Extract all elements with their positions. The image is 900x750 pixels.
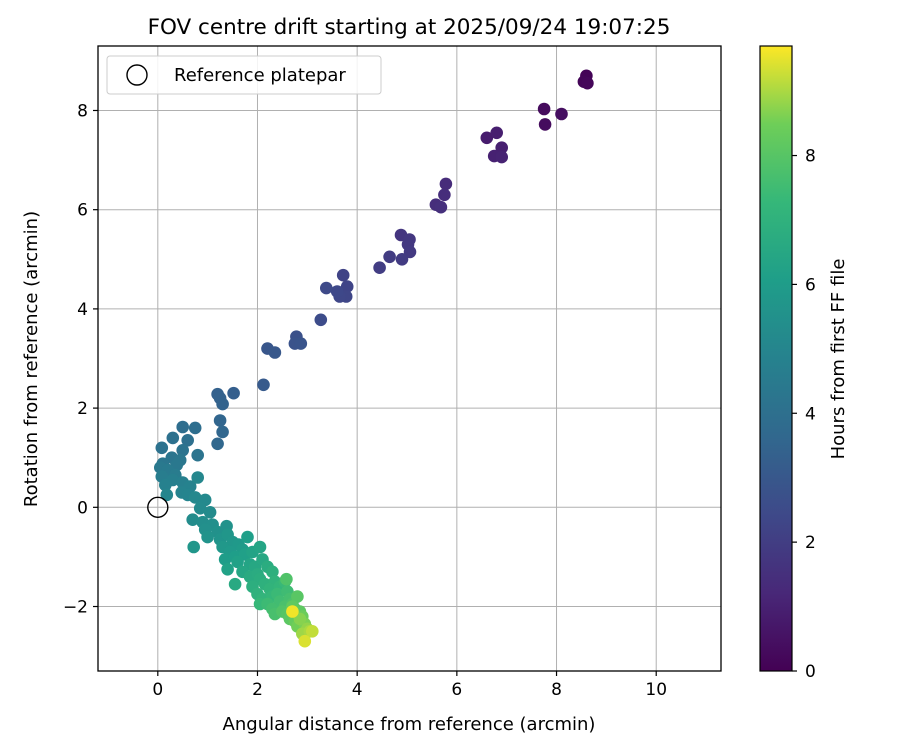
data-point (160, 488, 174, 502)
legend: Reference platepar (106, 55, 382, 95)
data-point (186, 513, 199, 526)
data-point (383, 250, 396, 264)
data-point (434, 200, 448, 214)
x-axis-label: Angular distance from reference (arcmin) (223, 714, 596, 735)
data-point (330, 285, 344, 298)
colorbar-tick-label: 8 (805, 147, 816, 167)
data-point (191, 448, 204, 462)
data-point (188, 421, 202, 435)
colorbar-tick-label: 6 (805, 275, 816, 295)
data-point (203, 506, 217, 519)
data-point (320, 281, 333, 295)
data-point (581, 76, 594, 90)
data-point (216, 397, 229, 411)
data-point (268, 346, 282, 359)
data-point (555, 107, 568, 121)
data-point (166, 431, 180, 445)
data-point (257, 378, 270, 392)
data-point (537, 102, 551, 116)
data-point (231, 555, 244, 569)
colorbar-tick-label: 4 (805, 404, 816, 424)
legend-entry-reference: Reference platepar (174, 65, 346, 86)
data-point (187, 540, 200, 554)
y-tick-label: 6 (77, 201, 88, 221)
legend-marker-icon (126, 64, 148, 86)
data-point (176, 444, 189, 457)
data-point (538, 118, 552, 131)
x-tick-label: 2 (252, 680, 263, 700)
data-point (439, 177, 453, 191)
data-point (241, 530, 254, 544)
x-tick-label: 6 (451, 680, 462, 700)
data-point (340, 280, 354, 293)
reference-marker-layer (147, 496, 169, 519)
data-point (490, 126, 504, 140)
y-tick-label: 0 (77, 498, 88, 518)
legend-box (106, 55, 382, 95)
data-point (201, 530, 214, 544)
data-point (216, 425, 229, 439)
scatter-points (154, 69, 594, 648)
y-tick-label: −2 (63, 598, 88, 618)
chart-title: FOV centre drift starting at 2025/09/24 … (148, 15, 671, 40)
data-point (280, 572, 293, 586)
data-point (227, 386, 240, 400)
data-point (294, 337, 308, 350)
reference-platepar-marker (147, 496, 169, 519)
data-point (228, 577, 242, 591)
data-point (221, 563, 234, 576)
y-axis-label: Rotation from reference (arcmin) (21, 211, 42, 507)
data-point (213, 414, 227, 427)
colorbar (759, 45, 793, 672)
data-point (403, 245, 417, 259)
colorbar-label: Hours from first FF file (828, 259, 849, 460)
data-point (159, 478, 172, 492)
data-point (191, 471, 204, 484)
colorbar-tick-label: 0 (805, 662, 816, 682)
data-point (298, 634, 312, 648)
y-tick-label: 2 (77, 399, 88, 419)
data-point (181, 434, 194, 447)
data-point (395, 252, 409, 266)
plot-frame (97, 45, 722, 672)
data-point (495, 150, 509, 164)
data-point (193, 502, 207, 515)
x-tick-label: 10 (645, 680, 667, 700)
colorbar-tick-label: 2 (805, 533, 816, 553)
data-point (218, 553, 232, 566)
data-point (291, 590, 304, 603)
grid (98, 46, 721, 671)
data-point (155, 441, 169, 455)
x-tick-label: 0 (152, 680, 163, 700)
x-tick-label: 4 (352, 680, 363, 700)
data-point (176, 420, 189, 434)
data-point (266, 565, 279, 579)
data-point (373, 261, 386, 275)
colorbar-ticks: 0 2 4 6 8 (792, 147, 816, 682)
data-point (480, 131, 494, 145)
data-point (286, 605, 299, 618)
data-point (306, 625, 319, 638)
y-tick-label: 4 (77, 300, 88, 320)
y-axis-ticks: −2 0 2 4 6 8 (63, 101, 98, 618)
data-point (188, 491, 202, 504)
x-axis-ticks: 0 2 4 6 8 10 (152, 671, 667, 700)
x-tick-label: 8 (551, 680, 562, 700)
data-point (211, 437, 224, 451)
y-tick-label: 8 (77, 101, 88, 121)
data-point (495, 141, 509, 154)
data-point (336, 268, 350, 282)
data-point (253, 540, 267, 554)
data-point (314, 313, 328, 327)
data-point (438, 188, 451, 202)
